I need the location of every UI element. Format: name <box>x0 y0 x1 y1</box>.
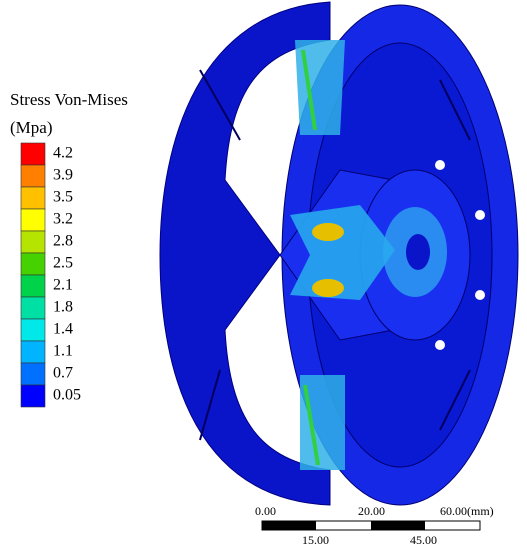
legend-swatch <box>20 274 46 298</box>
legend-swatch <box>20 208 46 232</box>
legend-label: 2.5 <box>53 255 73 272</box>
legend-swatch <box>20 362 46 386</box>
scale-label: 15.00 <box>302 533 329 547</box>
legend-label: 1.4 <box>53 321 73 338</box>
legend-label: 1.8 <box>53 299 73 316</box>
scale-bar: 0.00 20.00 60.00(mm) 15.00 45.00 <box>255 504 494 547</box>
scale-label: 0.00 <box>255 504 276 518</box>
scale-label: 20.00 <box>358 504 385 518</box>
legend-label: 2.1 <box>53 277 73 294</box>
legend-swatch <box>20 384 46 408</box>
legend-swatch <box>20 296 46 320</box>
model-render <box>159 1 519 506</box>
legend-swatch <box>20 164 46 188</box>
scale-label: 45.00 <box>410 533 437 547</box>
legend-label: 0.7 <box>53 365 73 382</box>
legend-label: 3.5 <box>53 189 73 206</box>
legend-swatch <box>20 186 46 210</box>
legend-label: 0.05 <box>53 387 81 404</box>
scale-label: 60.00(mm) <box>440 504 494 518</box>
legend-label: 2.8 <box>53 233 73 250</box>
legend-swatch <box>20 230 46 254</box>
scale-bar-segment <box>371 521 425 530</box>
scale-bar-segment <box>262 521 316 530</box>
legend-unit: (Mpa) <box>10 118 52 137</box>
legend-label: 3.9 <box>53 167 73 184</box>
legend-title: Stress Von-Mises <box>10 90 128 109</box>
legend-swatch <box>20 142 46 166</box>
legend-swatch <box>20 252 46 276</box>
legend-swatch <box>20 340 46 364</box>
legend-label: 1.1 <box>53 343 73 360</box>
legend-swatch <box>20 318 46 342</box>
legend-label: 3.2 <box>53 211 73 228</box>
legend-label: 4.2 <box>53 145 73 162</box>
legend: Stress Von-Mises (Mpa) 4.2 3.9 3.5 3.2 2.8 2.… <box>10 90 128 408</box>
